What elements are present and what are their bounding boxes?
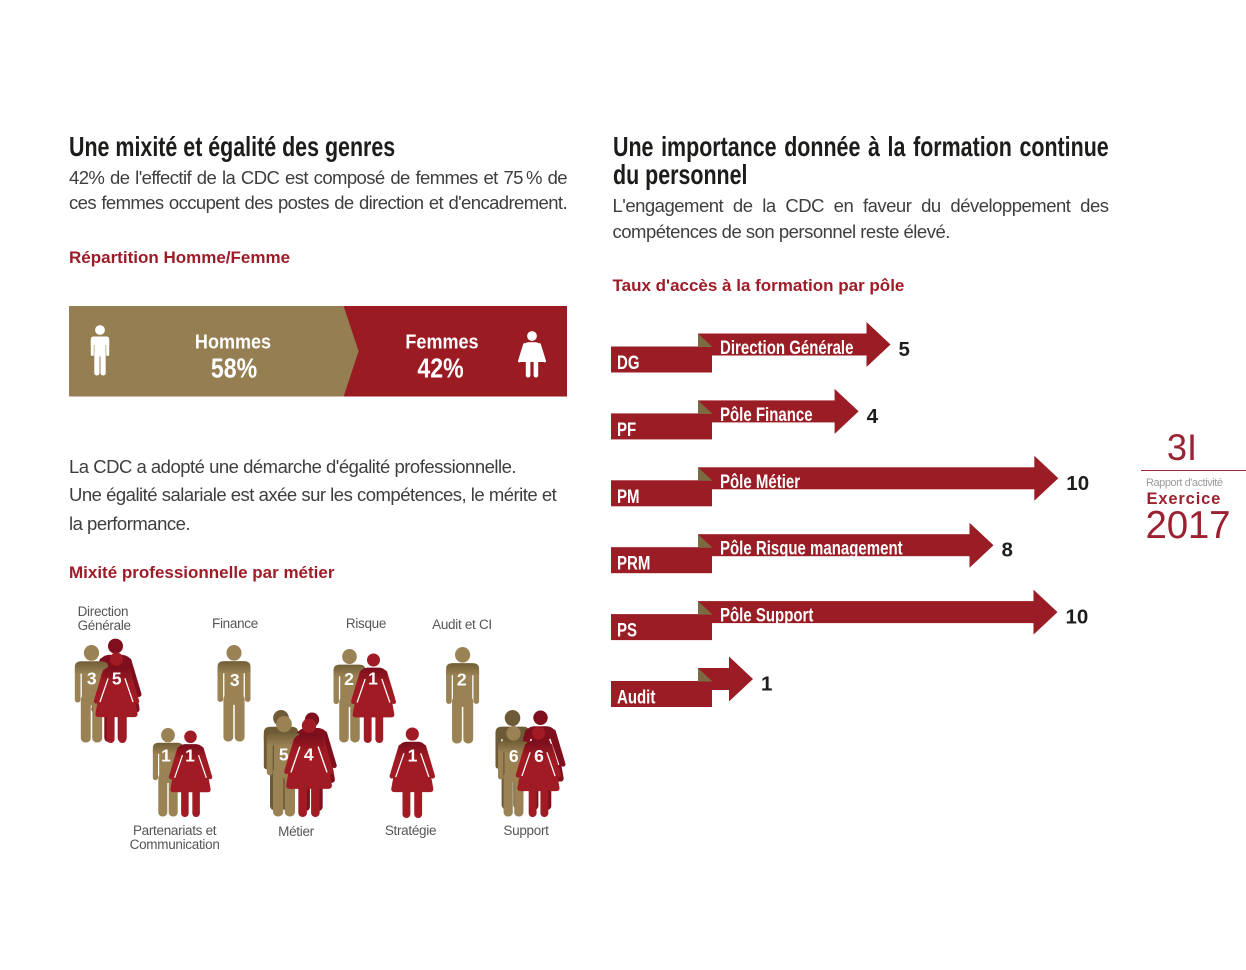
svg-text:Femmes: Femmes: [405, 332, 478, 354]
svg-text:Pôle Finance: Pôle Finance: [720, 403, 813, 425]
svg-text:PRM: PRM: [617, 552, 650, 574]
svg-text:PF: PF: [617, 418, 636, 440]
svg-text:4: 4: [867, 405, 879, 428]
svg-text:2: 2: [457, 670, 467, 690]
svg-text:6: 6: [534, 746, 544, 766]
svg-text:1: 1: [161, 746, 171, 766]
svg-text:PS: PS: [617, 619, 637, 641]
svg-text:10: 10: [1066, 606, 1089, 629]
svg-text:3: 3: [87, 669, 97, 689]
svg-text:Hommes: Hommes: [195, 332, 271, 354]
svg-text:3: 3: [230, 670, 240, 690]
svg-text:5: 5: [899, 338, 910, 361]
svg-text:4: 4: [304, 745, 314, 765]
svg-text:Direction Générale: Direction Générale: [720, 336, 854, 358]
svg-text:1: 1: [185, 746, 195, 766]
svg-text:8: 8: [1002, 539, 1013, 562]
svg-text:Pôle Risque management: Pôle Risque management: [720, 537, 903, 559]
svg-text:Audit: Audit: [617, 686, 656, 708]
svg-text:42%: 42%: [417, 354, 463, 384]
svg-text:5: 5: [112, 669, 122, 689]
svg-text:Pôle Support: Pôle Support: [720, 604, 814, 626]
svg-text:Pôle Métier: Pôle Métier: [720, 470, 800, 492]
svg-text:DG: DG: [617, 351, 640, 373]
svg-text:5: 5: [279, 745, 289, 765]
svg-text:58%: 58%: [211, 354, 257, 384]
svg-text:1: 1: [408, 746, 418, 766]
svg-text:10: 10: [1066, 472, 1089, 495]
svg-text:PM: PM: [617, 485, 640, 507]
svg-text:1: 1: [368, 669, 378, 689]
svg-text:1: 1: [761, 673, 772, 696]
svg-text:2: 2: [344, 669, 354, 689]
svg-text:6: 6: [509, 746, 519, 766]
